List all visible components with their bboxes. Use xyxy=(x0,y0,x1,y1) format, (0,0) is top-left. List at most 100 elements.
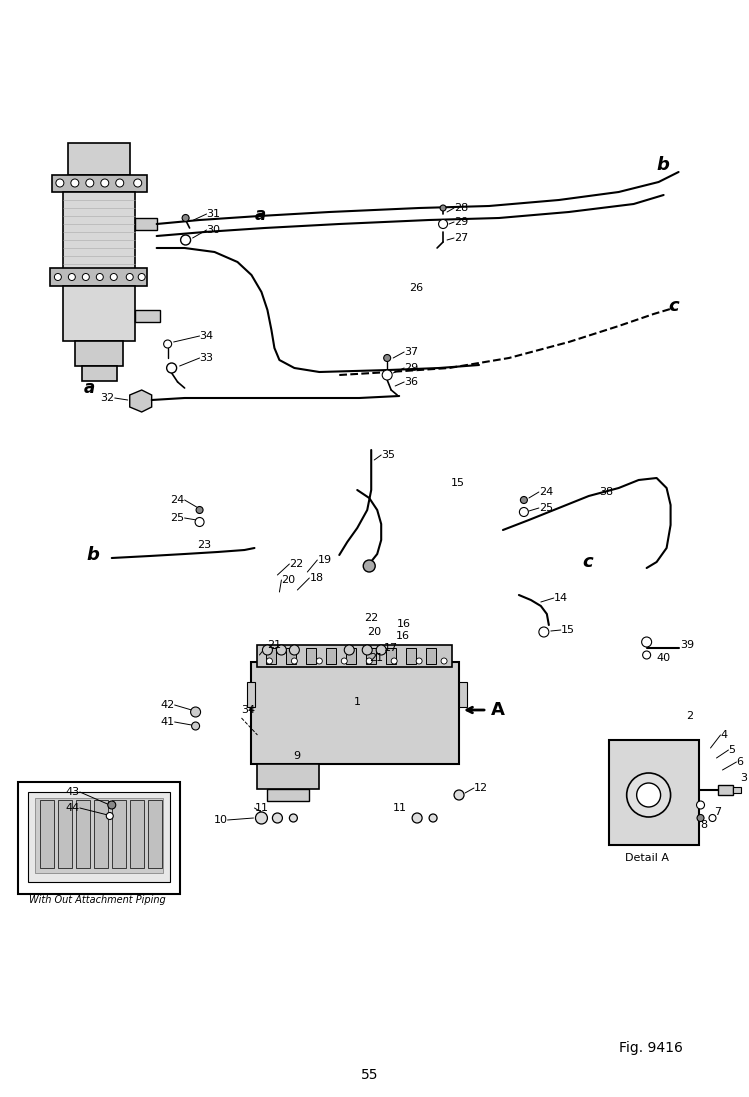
Bar xyxy=(286,648,297,664)
Text: 2: 2 xyxy=(687,711,694,721)
Text: 11: 11 xyxy=(255,803,268,813)
Text: A: A xyxy=(491,701,505,719)
Circle shape xyxy=(267,658,273,664)
Circle shape xyxy=(521,497,527,504)
Text: 42: 42 xyxy=(160,700,175,710)
Circle shape xyxy=(116,179,124,186)
Text: 43: 43 xyxy=(66,787,80,798)
Text: 10: 10 xyxy=(213,815,228,825)
Bar xyxy=(258,764,319,789)
Text: 3: 3 xyxy=(741,773,748,783)
Text: 16: 16 xyxy=(396,631,410,641)
Text: 14: 14 xyxy=(554,593,568,603)
Circle shape xyxy=(376,645,386,655)
Text: 15: 15 xyxy=(561,625,574,635)
Bar xyxy=(68,143,130,176)
Bar xyxy=(63,286,135,341)
Bar xyxy=(94,800,108,868)
Text: 4: 4 xyxy=(721,730,727,740)
Bar xyxy=(148,800,162,868)
Circle shape xyxy=(643,651,651,659)
Text: 6: 6 xyxy=(736,757,744,767)
Text: 38: 38 xyxy=(598,487,613,497)
Circle shape xyxy=(316,658,322,664)
Text: 20: 20 xyxy=(367,627,381,637)
Circle shape xyxy=(345,645,354,655)
Text: 5: 5 xyxy=(729,745,736,755)
Text: 29: 29 xyxy=(454,217,468,227)
Circle shape xyxy=(519,508,528,517)
Bar xyxy=(252,661,459,764)
Circle shape xyxy=(291,658,297,664)
Text: Fig. 9416: Fig. 9416 xyxy=(619,1041,682,1055)
Text: Detail A: Detail A xyxy=(625,853,669,863)
Text: 22: 22 xyxy=(289,559,303,569)
Circle shape xyxy=(181,235,190,245)
Circle shape xyxy=(363,559,375,572)
Bar xyxy=(247,682,255,706)
Text: 39: 39 xyxy=(681,640,694,651)
Circle shape xyxy=(439,219,448,228)
Bar xyxy=(366,648,376,664)
Text: 17: 17 xyxy=(384,643,398,653)
Bar xyxy=(28,792,169,882)
Circle shape xyxy=(255,812,267,824)
Circle shape xyxy=(363,645,372,655)
Circle shape xyxy=(697,814,704,822)
Text: 26: 26 xyxy=(409,283,423,293)
Circle shape xyxy=(195,518,204,527)
Text: 36: 36 xyxy=(404,377,418,387)
Text: 34: 34 xyxy=(199,331,213,341)
Bar xyxy=(82,366,117,381)
Text: 34: 34 xyxy=(241,705,255,715)
Circle shape xyxy=(289,645,300,655)
Text: 18: 18 xyxy=(309,573,324,583)
Text: 12: 12 xyxy=(474,783,488,793)
Bar xyxy=(327,648,336,664)
Circle shape xyxy=(106,813,113,819)
Circle shape xyxy=(139,273,145,281)
Polygon shape xyxy=(130,391,152,412)
Text: c: c xyxy=(669,297,679,315)
Circle shape xyxy=(637,783,661,807)
Bar xyxy=(112,800,126,868)
Circle shape xyxy=(391,658,397,664)
Circle shape xyxy=(163,340,172,348)
Text: 7: 7 xyxy=(715,807,721,817)
Circle shape xyxy=(429,814,437,822)
Text: 30: 30 xyxy=(207,225,220,235)
Text: 25: 25 xyxy=(539,504,553,513)
Bar xyxy=(76,800,90,868)
Circle shape xyxy=(289,814,297,822)
Bar xyxy=(40,800,54,868)
Circle shape xyxy=(539,627,549,637)
Text: With Out Attachment Piping: With Out Attachment Piping xyxy=(29,895,166,905)
Text: 22: 22 xyxy=(364,613,378,623)
Bar xyxy=(52,176,147,192)
Text: 28: 28 xyxy=(454,203,468,213)
Circle shape xyxy=(86,179,94,186)
Circle shape xyxy=(108,801,116,808)
Bar xyxy=(609,740,699,845)
Circle shape xyxy=(697,801,705,808)
Bar xyxy=(75,341,123,366)
Text: b: b xyxy=(87,546,100,564)
Text: 33: 33 xyxy=(199,353,213,363)
Text: 31: 31 xyxy=(207,210,220,219)
Bar xyxy=(18,782,180,894)
Circle shape xyxy=(110,273,118,281)
Circle shape xyxy=(166,363,177,373)
Circle shape xyxy=(383,354,391,362)
Text: 32: 32 xyxy=(100,393,115,403)
Text: a: a xyxy=(84,378,95,397)
Circle shape xyxy=(416,658,422,664)
Circle shape xyxy=(627,773,670,817)
Bar xyxy=(386,648,396,664)
Circle shape xyxy=(68,273,76,281)
Circle shape xyxy=(56,179,64,186)
Circle shape xyxy=(55,273,61,281)
Text: 15: 15 xyxy=(451,478,465,488)
Bar xyxy=(267,789,309,801)
Bar xyxy=(733,787,742,793)
Bar xyxy=(718,785,733,795)
